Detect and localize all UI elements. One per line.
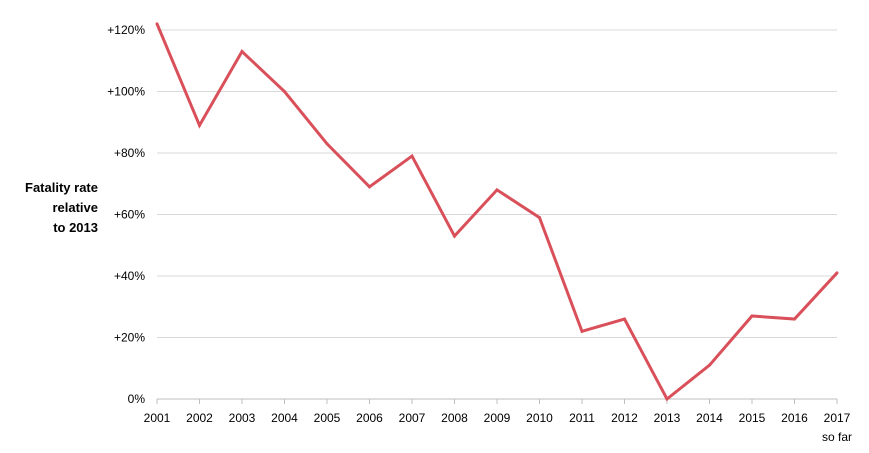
y-tick-label: +120%: [107, 23, 145, 37]
y-tick-label: +40%: [114, 269, 145, 283]
series: [155, 22, 839, 402]
x-tick-label: 2011: [569, 411, 595, 425]
x-tick-label: 2017: [824, 411, 851, 425]
y-tick-label: +60%: [114, 208, 145, 222]
data-point: [495, 188, 499, 192]
data-point: [708, 363, 711, 367]
x-tick-label: 2013: [654, 411, 681, 425]
x-tick-label: 2007: [399, 411, 426, 425]
y-axis-title-line: Fatality rate: [25, 180, 98, 195]
y-axis-ticks: 0% +20% +40% +60% +80% +100% +120%: [107, 23, 145, 406]
x-tick-sublabel: so far: [822, 430, 852, 444]
x-tick-label: 2005: [314, 411, 341, 425]
x-axis-ticks: 2001 2002 2003 2004 2005 2006 2007 2008 2009 2010…: [144, 399, 852, 444]
x-tick-label: 2004: [271, 411, 298, 425]
y-tick-label: 0%: [128, 392, 146, 406]
data-point: [325, 142, 329, 146]
y-axis-title-line: relative: [52, 200, 98, 215]
data-point: [623, 317, 626, 321]
x-tick-label: 2014: [696, 411, 723, 425]
x-tick-label: 2001: [144, 411, 171, 425]
x-tick-label: 2008: [441, 411, 468, 425]
series-line: [155, 23, 839, 402]
gridlines: [157, 29, 837, 400]
data-point: [538, 216, 541, 220]
data-point: [453, 234, 456, 238]
x-tick-label: 2002: [186, 411, 213, 425]
y-tick-label: +80%: [114, 146, 145, 160]
data-point: [368, 185, 371, 189]
data-point: [155, 22, 159, 26]
x-tick-label: 2015: [739, 411, 766, 425]
x-tick-label: 2012: [611, 411, 638, 425]
data-point: [410, 154, 414, 158]
data-point: [198, 123, 201, 127]
y-tick-label: +20%: [114, 331, 145, 345]
data-point: [793, 317, 796, 321]
data-point: [283, 90, 286, 93]
x-tick-label: 2010: [526, 411, 553, 425]
y-axis-title-line: to 2013: [53, 220, 98, 235]
x-tick-label: 2016: [781, 411, 808, 425]
data-point: [835, 271, 839, 275]
data-point: [665, 397, 669, 401]
x-tick-label: 2006: [356, 411, 383, 425]
x-tick-label: 2009: [484, 411, 511, 425]
data-point: [240, 50, 244, 54]
data-point: [750, 314, 754, 318]
y-axis-label: Fatality rate relative to 2013: [25, 180, 98, 235]
data-point: [580, 329, 584, 333]
y-tick-label: +100%: [107, 85, 145, 99]
x-tick-label: 2003: [229, 411, 256, 425]
